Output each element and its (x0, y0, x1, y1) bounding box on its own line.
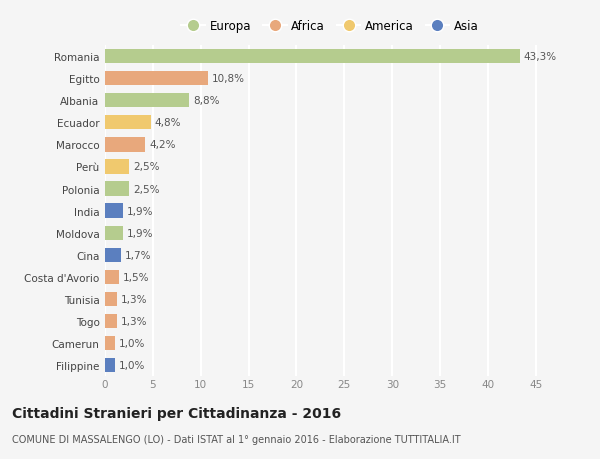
Bar (105, 226, 123, 241)
Text: Cittadini Stranieri per Cittadinanza - 2016: Cittadini Stranieri per Cittadinanza - 2… (12, 406, 341, 420)
Text: COMUNE DI MASSALENGO (LO) - Dati ISTAT al 1° gennaio 2016 - Elaborazione TUTTITA: COMUNE DI MASSALENGO (LO) - Dati ISTAT a… (12, 434, 461, 444)
Bar (105, 314, 118, 329)
Text: 4,8%: 4,8% (155, 118, 181, 128)
Text: 2,5%: 2,5% (133, 162, 159, 172)
Text: 1,9%: 1,9% (127, 206, 154, 216)
Text: 8,8%: 8,8% (193, 96, 220, 106)
Legend: Europa, Africa, America, Asia: Europa, Africa, America, Asia (181, 21, 479, 34)
Text: 10,8%: 10,8% (212, 74, 245, 84)
Bar (105, 182, 129, 196)
Text: 43,3%: 43,3% (523, 52, 557, 62)
Bar (105, 336, 115, 351)
Bar (105, 116, 151, 130)
Text: 1,9%: 1,9% (127, 228, 154, 238)
Bar (105, 138, 145, 152)
Bar (105, 270, 119, 285)
Text: 2,5%: 2,5% (133, 184, 159, 194)
Text: 1,3%: 1,3% (121, 294, 148, 304)
Bar (105, 72, 208, 86)
Text: 4,2%: 4,2% (149, 140, 176, 150)
Text: 1,7%: 1,7% (125, 250, 152, 260)
Text: 1,5%: 1,5% (123, 272, 149, 282)
Text: 1,0%: 1,0% (118, 338, 145, 348)
Bar (105, 94, 189, 108)
Bar (105, 160, 129, 174)
Bar (105, 292, 118, 307)
Text: 1,3%: 1,3% (121, 316, 148, 326)
Bar (105, 204, 123, 218)
Bar (105, 358, 115, 373)
Bar (105, 50, 520, 64)
Text: 1,0%: 1,0% (118, 360, 145, 370)
Bar (105, 248, 121, 263)
